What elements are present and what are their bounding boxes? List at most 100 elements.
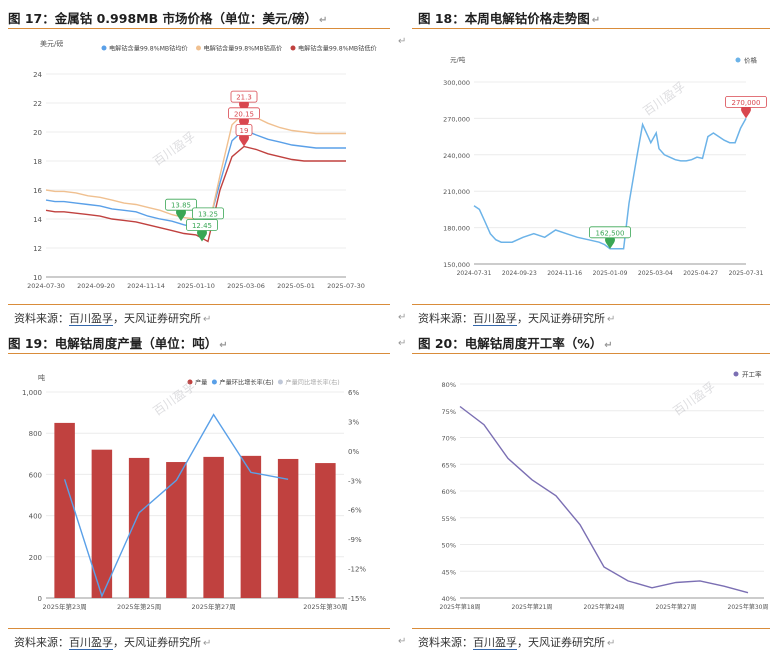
y-tick-label: 200 [29,554,42,562]
y-tick-label: 24 [33,71,42,79]
series-line [63,413,289,598]
x-tick-label: 2024-09-20 [77,282,115,290]
series-line [45,112,346,232]
annotation-label: 19 [240,127,249,135]
x-tick-label: 2025-04-27 [683,270,718,277]
chart-weekly-output: 吨 0 200 400 600 800 1,000 -15% -12% -9% -6% -3% 0% 3%… [8,358,390,624]
y-tick-label: 10 [33,274,42,282]
x-tick-label: 2024-09-23 [502,270,537,277]
y-tick-label: 600 [29,471,42,479]
y-tick-label: 16 [33,187,42,195]
bar [166,462,187,598]
figure-20-source: 资料来源：百川盈孚，天风证券研究所 ↵ [418,636,616,650]
y-tick-label: 300,000 [443,79,470,87]
chart-background [8,32,390,298]
bar [240,455,262,598]
legend-label: 产量 [195,379,207,387]
return-mark: ↵ [398,338,407,349]
legend-marker [735,57,741,63]
y2-tick-label: -12% [348,566,366,574]
annotation-label: 13.85 [171,202,191,210]
x-tick-label: 2025-07-30 [327,282,365,290]
annotation-label: 12.45 [192,222,212,230]
y-tick-label: 180,000 [443,225,470,233]
annotation-label: 21.3 [236,94,252,102]
figure-20-rule [412,353,770,354]
y-tick-label: 0 [38,595,42,603]
chart-background [412,32,770,298]
y-tick-label: 150,000 [443,261,470,269]
figure-17-rule [8,28,390,29]
bar [315,463,336,598]
figure-19-rule [8,353,390,354]
annotation-box [186,219,218,231]
x-tick-label: 2025年第21周 [512,603,553,611]
figure-17-title: 图 17：金属钴 0.998MB 市场价格（单位：美元/磅） ↵ [8,11,328,26]
x-tick-label: 2025年第18周 [440,603,481,611]
y-tick-label: 14 [33,216,42,224]
figure-19-bottom-rule [8,628,390,629]
legend-label: 电解钴含量99.8%MB钴均价 [109,45,188,53]
legend-marker [101,45,107,51]
legend-marker [290,45,296,51]
legend-marker [187,379,193,385]
figure-20-title: 图 20：电解钴周度开工率（%） ↵ [418,336,613,351]
return-mark: ↵ [398,36,407,47]
figure-19-title: 图 19：电解钴周度产量（单位：吨） ↵ [8,336,228,351]
x-tick-label: 2024-07-31 [457,270,492,277]
y-tick-label: 50% [442,542,456,550]
y-tick-label: 12 [33,245,42,253]
y2-tick-label: -3% [348,477,362,485]
bar [203,456,224,598]
series-line [45,128,346,229]
y-tick-label: 270,000 [443,115,470,123]
y-axis-label: 吨 [38,373,45,382]
series-line [473,118,747,250]
legend-marker [733,371,739,377]
y-tick-label: 1,000 [22,389,42,397]
annotation-pin [239,115,249,130]
annotation-pin [605,234,615,249]
x-tick-label: 2024-07-30 [27,282,65,290]
y2-tick-label: -15% [348,595,366,603]
x-tick-label: 2025年第23周 [42,602,86,611]
bar [54,422,75,598]
x-tick-label: 2024-11-14 [127,282,165,290]
legend-marker [211,379,217,385]
return-mark: ↵ [398,312,407,323]
y-tick-label: 60% [442,488,456,496]
annotation-box [725,96,767,108]
bar [91,449,113,598]
y2-tick-label: 0% [348,448,359,456]
y-tick-label: 400 [29,513,42,521]
y-tick-label: 800 [29,430,42,438]
annotation-box [235,124,253,136]
y-tick-label: 65% [442,461,456,469]
annotation-pin [197,227,207,242]
return-mark: ↵ [398,636,407,647]
legend-marker [196,45,201,51]
annotation-pin [741,104,751,119]
y-tick-label: 55% [442,515,456,523]
x-tick-label: 2025-01-10 [177,282,215,290]
annotation-box [192,207,224,220]
y-tick-label: 210,000 [443,188,470,196]
figure-20-bottom-rule [412,628,770,629]
x-tick-label: 2024-11-16 [547,270,582,277]
x-tick-label: 2025年第24周 [584,603,625,611]
y2-tick-label: 3% [348,418,359,426]
x-tick-label: 2025年第27周 [191,602,235,611]
bar [277,458,299,598]
x-tick-label: 2025-03-06 [227,282,265,290]
y-tick-label: 80% [442,381,456,389]
x-tick-label: 2025年第30周 [728,603,769,611]
annotation-label: 162,500 [596,229,625,237]
bar [128,457,150,598]
y-tick-label: 40% [442,595,456,603]
legend-label: 产量同比增长率(右) [285,379,339,387]
figure-18-bottom-rule [412,304,770,305]
legend-label: 产量环比增长率(右) [219,379,273,387]
figure-18-rule [412,28,770,29]
x-tick-label: 2025年第30周 [303,602,347,611]
y-tick-label: 70% [442,435,456,443]
